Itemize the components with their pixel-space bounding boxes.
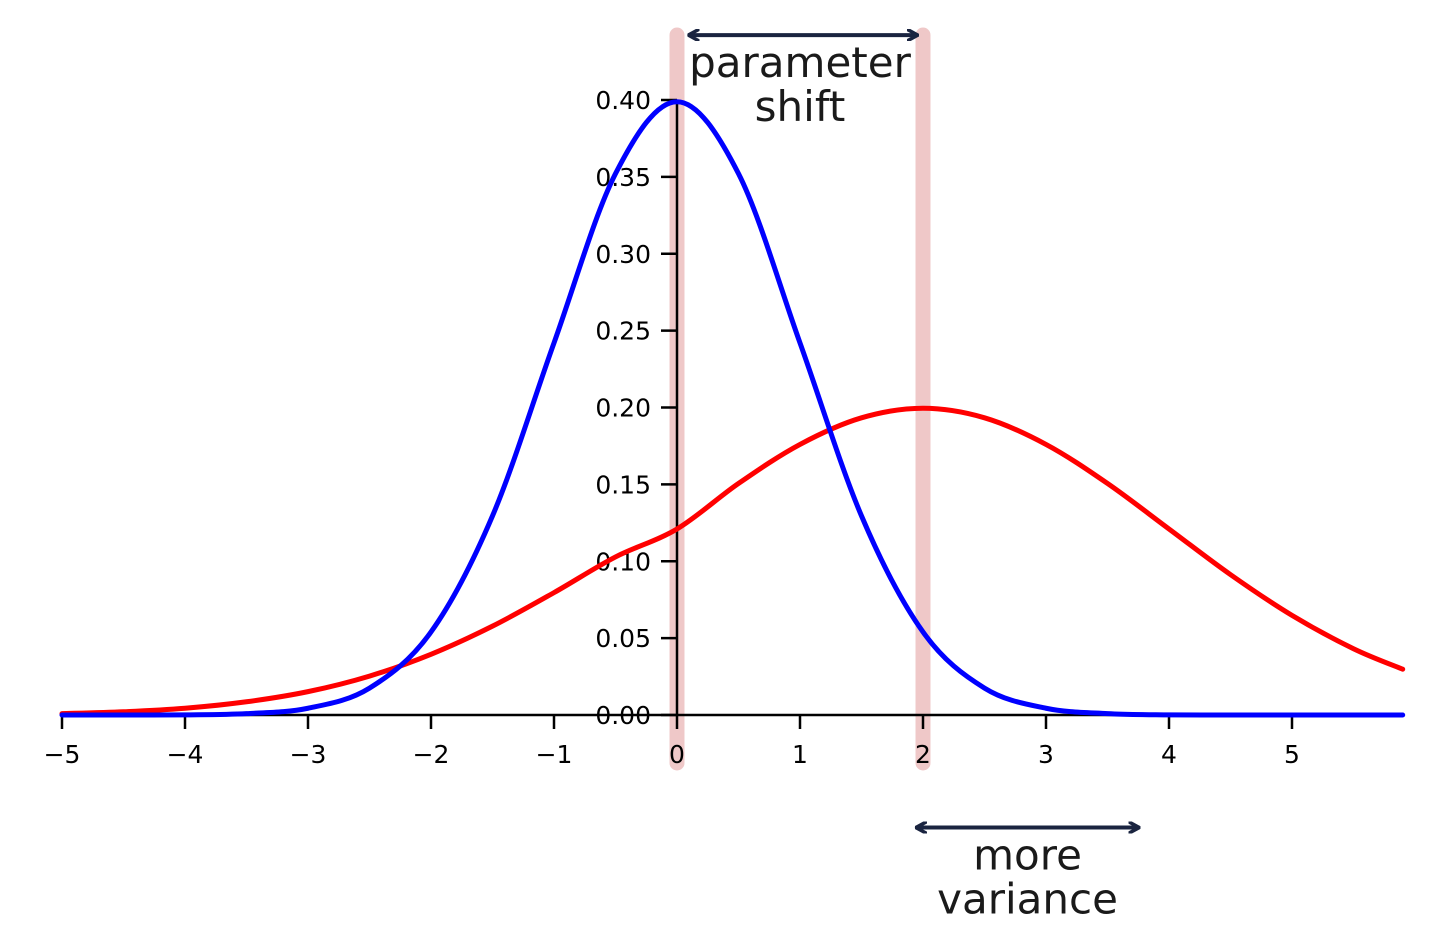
annotation-text-1-0: more [973,831,1082,880]
x-tick-label: −4 [167,740,204,769]
x-tick-label: −1 [536,740,573,769]
x-tick-label: 4 [1161,740,1177,769]
series-line-1 [59,405,1406,717]
annotation-text-0-1: shift [755,82,846,131]
x-tick-label: −3 [290,740,327,769]
highlight-bands [669,27,931,771]
annotation-text-1-1: variance [937,875,1118,924]
x-tick-label: 1 [792,740,808,769]
y-tick-label: 0.30 [595,240,651,269]
x-tick-label: 0 [669,740,685,769]
x-tick-label: 5 [1284,740,1300,769]
x-tick-label: −5 [44,740,81,769]
y-tick-label: 0.05 [595,624,651,653]
y-tick-label: 0.40 [595,86,651,115]
x-tick-label: −2 [413,740,450,769]
y-tick-label: 0.35 [595,163,651,192]
annotation-text-0-0: parameter [689,38,911,87]
y-tick-label: 0.25 [595,317,651,346]
y-tick-label: 0.20 [595,394,651,423]
x-tick-label: 2 [915,740,931,769]
y-tick-label: 0.15 [595,470,651,499]
x-tick-label: 3 [1038,740,1054,769]
series-lines [59,99,1406,718]
axes: −5 −4 −3 −2 −1 0 1 2 3 4 50.000.050.100.150.200.25… [44,86,1403,769]
series-line-0 [59,99,1406,718]
y-tick-label: 0.00 [595,701,651,730]
